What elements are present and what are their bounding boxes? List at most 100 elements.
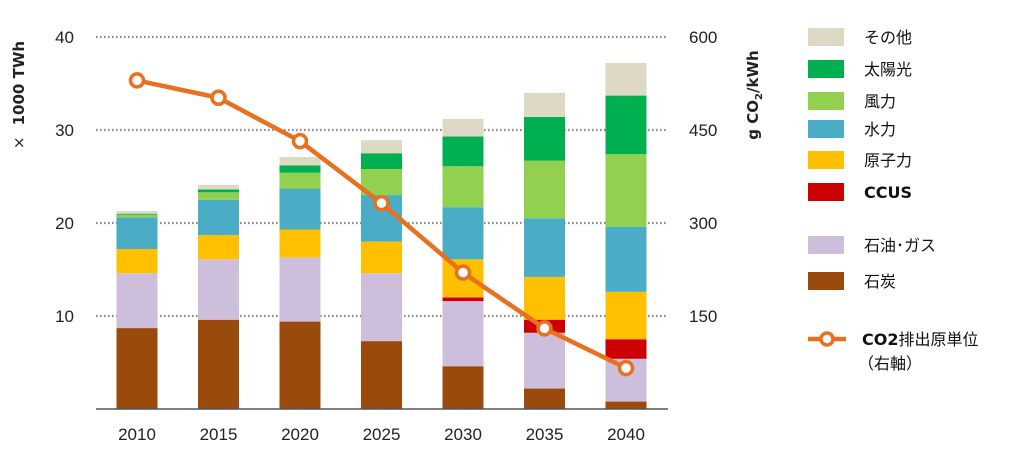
x-tick-label: 2030 (444, 425, 482, 444)
x-tick-label: 2035 (526, 425, 564, 444)
right-axis-label-subscript: 2 (754, 93, 765, 100)
legend-label: 水力 (864, 120, 896, 139)
gridlines (96, 35, 668, 318)
co2-line-point (454, 264, 472, 281)
left-tick-label: 40 (55, 28, 74, 47)
legend-line-sublabel: （右軸） (858, 354, 922, 373)
bar-segment (442, 166, 484, 208)
svg-text:× 1000 TWh: × 1000 TWh (9, 41, 28, 149)
legend-label: 風力 (864, 92, 896, 111)
bar-segment (116, 213, 158, 215)
legend-swatch (808, 28, 844, 46)
co2-line-point (291, 132, 309, 150)
bar-segment (605, 95, 647, 155)
legend-item-line: CO2排出原単位 （右軸） (808, 330, 979, 373)
right-axis-label-part3: /kWh (744, 50, 762, 93)
left-tick-label: 10 (55, 307, 74, 326)
bar-segment (605, 226, 647, 292)
legend-item: CCUS (808, 183, 912, 202)
right-axis-label: g CO2/kWh (744, 50, 765, 139)
bar-segment (524, 218, 565, 277)
bar-stack-2010 (116, 210, 158, 409)
bar-segment (361, 273, 402, 342)
co2-line-point (536, 320, 553, 337)
left-tick-label: 30 (55, 121, 74, 140)
bar-segment (279, 188, 321, 230)
bar-segment (116, 214, 158, 218)
bar-segment (605, 339, 647, 359)
x-tick-label: 2020 (281, 425, 319, 444)
bar-segment (524, 388, 565, 409)
bar-stack-2020 (279, 156, 321, 409)
bar-segment (116, 217, 158, 250)
legend-label: 石炭 (864, 272, 896, 291)
legend-item: 太陽光 (808, 60, 912, 79)
legend-swatch (808, 272, 844, 290)
bar-segment (442, 207, 484, 260)
left-axis-label: × 1000 TWh (9, 41, 28, 149)
x-tick-label: 2015 (200, 425, 238, 444)
bar-stack-2015 (198, 184, 239, 409)
bar-segment (361, 241, 402, 274)
bar-segment (198, 199, 239, 236)
co2-line-point (128, 72, 146, 89)
left-axis-label-prefix: × (10, 136, 28, 149)
bar-segment (524, 92, 565, 117)
co2-line-point (210, 89, 227, 107)
x-tick-label: 2025 (363, 425, 401, 444)
bar-segment (442, 366, 484, 409)
bar-stack-2030 (442, 118, 484, 409)
legend-label: CCUS (864, 183, 912, 202)
legend-label: その他 (864, 28, 912, 47)
bar-segment (198, 184, 239, 190)
bar-segment (116, 249, 158, 274)
legend-swatch (808, 120, 844, 138)
x-tick-label: 2010 (118, 425, 156, 444)
bar-segment (442, 301, 484, 367)
right-axis-label-part1: g CO (744, 100, 762, 140)
legend-item: 水力 (808, 120, 896, 139)
legend-label: 石油･ガス (864, 236, 936, 255)
legend-swatch (808, 183, 844, 201)
bar-segment (361, 153, 402, 170)
legend-swatch (808, 92, 844, 110)
left-axis-ticks: 10 20 30 40 (55, 28, 74, 326)
bar-segment (442, 136, 484, 167)
right-tick-label: 150 (689, 307, 717, 326)
bar-segment (279, 229, 321, 258)
legend-line-marker (819, 331, 835, 347)
left-tick-label: 20 (55, 214, 74, 233)
legend-label: 原子力 (864, 151, 912, 170)
legend-item: 石炭 (808, 272, 896, 291)
x-axis-ticks: 2010 2015 2020 2025 2030 2035 2040 (118, 425, 645, 444)
bar-segment (198, 235, 239, 260)
co2-line-point (373, 194, 390, 212)
legend-swatch (808, 60, 844, 78)
right-axis-ticks: 150 300 450 600 (689, 28, 717, 326)
legend-item: 石油･ガス (808, 236, 936, 255)
bar-segment (605, 154, 647, 227)
bar-segment (279, 172, 321, 189)
legend-label: 太陽光 (864, 60, 912, 79)
bar-segment (198, 259, 239, 320)
bar-segment (116, 273, 158, 329)
bar-segment (605, 291, 647, 340)
left-axis-label-main: 1000 TWh (10, 41, 28, 125)
bar-segment (605, 63, 647, 96)
bar-stack-2040 (605, 63, 647, 409)
bar-segment (198, 319, 239, 409)
bar-segment (605, 401, 647, 409)
legend-item: その他 (808, 28, 912, 47)
bar-segment (279, 165, 321, 173)
bar-segment (361, 140, 402, 154)
bar-segment (524, 160, 565, 219)
bar-segment (198, 192, 239, 200)
bar-segment (442, 297, 484, 302)
bar-segment (279, 257, 321, 322)
bar-segment (116, 328, 158, 409)
bar-segment (524, 276, 565, 320)
right-tick-label: 450 (689, 121, 717, 140)
bar-segment (442, 118, 484, 137)
